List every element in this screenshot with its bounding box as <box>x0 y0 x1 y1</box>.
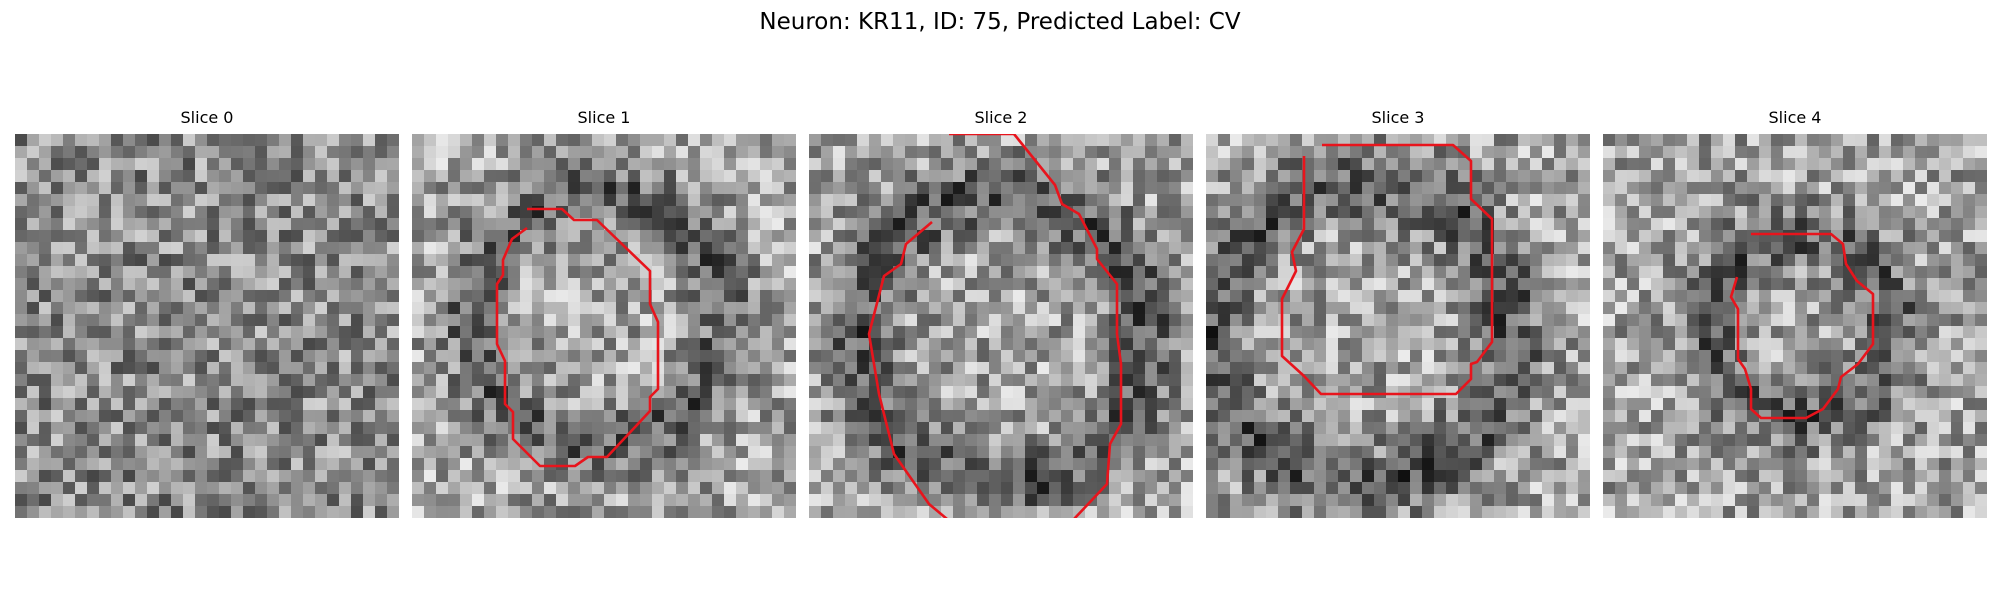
slice-pixels <box>1603 134 1987 518</box>
slice-panel-3: Slice 3 <box>1206 108 1590 528</box>
slice-pixels <box>412 134 796 518</box>
segmentation-contour <box>1280 143 1494 396</box>
slice-title: Slice 4 <box>1768 108 1822 127</box>
figure-title: Neuron: KR11, ID: 75, Predicted Label: C… <box>759 9 1241 35</box>
slice-image <box>809 134 1193 518</box>
segmentation-contour <box>1729 232 1875 420</box>
slice-panel-4: Slice 4 <box>1603 108 1987 528</box>
slice-panel-2: Slice 2 <box>809 108 1193 528</box>
slice-image <box>1603 134 1987 518</box>
segmentation-contour <box>495 207 660 468</box>
slice-image <box>1206 134 1590 518</box>
slice-image <box>15 134 399 518</box>
slice-title: Slice 1 <box>577 108 631 127</box>
slice-title: Slice 2 <box>974 108 1028 127</box>
slice-image <box>412 134 796 518</box>
slice-title: Slice 0 <box>180 108 234 127</box>
slice-pixels <box>15 134 399 518</box>
slice-panel-1: Slice 1 <box>412 108 796 528</box>
slice-title: Slice 3 <box>1371 108 1425 127</box>
segmentation-contour <box>867 134 1123 518</box>
slice-pixels <box>809 134 1193 518</box>
slice-pixels <box>1206 134 1590 518</box>
slice-panel-0: Slice 0 <box>15 108 399 528</box>
